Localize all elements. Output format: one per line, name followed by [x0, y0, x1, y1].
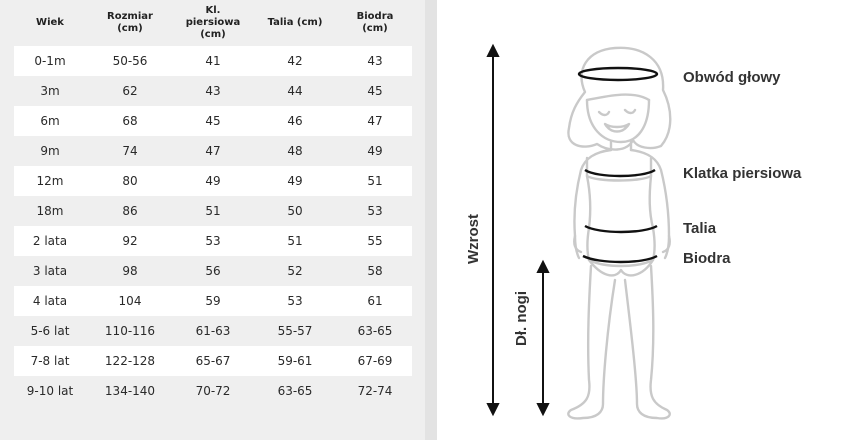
header-cell-chest: Kl. piersiowa (cm): [185, 5, 241, 40]
table-row: 18m 86 51 50 53: [14, 196, 412, 226]
table-cell: 51: [367, 174, 383, 188]
table-cell: 41: [205, 54, 221, 68]
header-cell-age: Wiek: [36, 17, 64, 28]
table-row: 7-8 lat 122-128 65-67 59-61 67-69: [14, 346, 412, 376]
table-cell: 56: [205, 264, 221, 278]
table-cell: 51: [205, 204, 221, 218]
table-cell: 59: [205, 294, 221, 308]
table-cell: 68: [122, 114, 138, 128]
table-cell: 92: [122, 234, 138, 248]
table-cell: 47: [367, 114, 383, 128]
header-cell-size: Rozmiar (cm): [107, 11, 153, 34]
table-cell: 18m: [36, 204, 64, 218]
table-cell: 49: [205, 174, 221, 188]
table-cell: 6m: [40, 114, 60, 128]
table-cell: 49: [287, 174, 303, 188]
table-cell: 61-63: [195, 324, 231, 338]
table-cell: 50-56: [112, 54, 148, 68]
label-head-circumference: Obwód głowy: [683, 69, 781, 86]
header-cell-waist: Talia (cm): [267, 17, 323, 28]
table-cell: 70-72: [195, 384, 231, 398]
table-cell: 63-65: [357, 324, 393, 338]
table-row: 3m 62 43 44 45: [14, 76, 412, 106]
table-cell: 72-74: [357, 384, 393, 398]
child-outline-illustration: [486, 43, 672, 420]
table-row: 3 lata 98 56 52 58: [14, 256, 412, 286]
table-row: 9-10 lat 134-140 70-72 63-65 72-74: [14, 376, 412, 406]
table-cell: 98: [122, 264, 138, 278]
table-cell: 9m: [40, 144, 60, 158]
label-chest: Klatka piersiowa: [683, 165, 802, 182]
table-row: 12m 80 49 49 51: [14, 166, 412, 196]
table-cell: 4 lata: [32, 294, 68, 308]
table-cell: 51: [287, 234, 303, 248]
label-height: Wzrost: [465, 214, 482, 264]
table-cell: 3 lata: [32, 264, 68, 278]
label-leg-length: Dł. nogi: [513, 291, 530, 346]
table-cell: 53: [367, 204, 383, 218]
table-cell: 52: [287, 264, 303, 278]
table-row: 5-6 lat 110-116 61-63 55-57 63-65: [14, 316, 412, 346]
table-cell: 43: [205, 84, 221, 98]
table-cell: 122-128: [104, 354, 156, 368]
table-cell: 45: [205, 114, 221, 128]
label-waist: Talia: [683, 220, 717, 237]
table-cell: 104: [118, 294, 142, 308]
table-cell: 134-140: [104, 384, 156, 398]
table-cell: 59-61: [277, 354, 313, 368]
table-row: 4 lata 104 59 53 61: [14, 286, 412, 316]
table-cell: 45: [367, 84, 383, 98]
table-cell: 44: [287, 84, 303, 98]
table-cell: 42: [287, 54, 303, 68]
table-cell: 61: [367, 294, 383, 308]
table-cell: 74: [122, 144, 138, 158]
table-row: 2 lata 92 53 51 55: [14, 226, 412, 256]
table-cell: 53: [205, 234, 221, 248]
table-row: 6m 68 45 46 47: [14, 106, 412, 136]
table-cell: 55: [367, 234, 383, 248]
table-cell: 47: [205, 144, 221, 158]
table-cell: 43: [367, 54, 383, 68]
table-cell: 48: [287, 144, 303, 158]
table-body: 0-1m 50-56 41 42 43 3m 62 43 44 45 6m 68 45 46 47 9m 74 4…: [14, 46, 412, 406]
table-header: Wiek Rozmiar (cm) Kl. piersiowa (cm) Tal…: [14, 0, 412, 46]
size-table: Wiek Rozmiar (cm) Kl. piersiowa (cm) Tal…: [0, 0, 425, 440]
table-cell: 0-1m: [34, 54, 66, 68]
table-cell: 86: [122, 204, 138, 218]
table-cell: 50: [287, 204, 303, 218]
table-cell: 80: [122, 174, 138, 188]
panel-divider: [425, 0, 437, 440]
table-cell: 7-8 lat: [30, 354, 70, 368]
table-cell: 53: [287, 294, 303, 308]
table-cell: 62: [122, 84, 138, 98]
header-cell-hips: Biodra (cm): [356, 11, 394, 34]
table-cell: 46: [287, 114, 303, 128]
table-cell: 58: [367, 264, 383, 278]
table-row: 0-1m 50-56 41 42 43: [14, 46, 412, 76]
table-cell: 110-116: [104, 324, 156, 338]
table-cell: 5-6 lat: [30, 324, 70, 338]
table-cell: 9-10 lat: [26, 384, 74, 398]
table-cell: 65-67: [195, 354, 231, 368]
table-cell: 55-57: [277, 324, 313, 338]
table-cell: 49: [367, 144, 383, 158]
table-cell: 63-65: [277, 384, 313, 398]
table-cell: 12m: [36, 174, 64, 188]
label-hips: Biodra: [683, 250, 731, 267]
table-cell: 67-69: [357, 354, 393, 368]
measurement-figure: Obwód głowy Klatka piersiowa Talia Biodr…: [437, 0, 865, 440]
table-cell: 2 lata: [32, 234, 68, 248]
table-cell: 3m: [40, 84, 60, 98]
table-row: 9m 74 47 48 49: [14, 136, 412, 166]
